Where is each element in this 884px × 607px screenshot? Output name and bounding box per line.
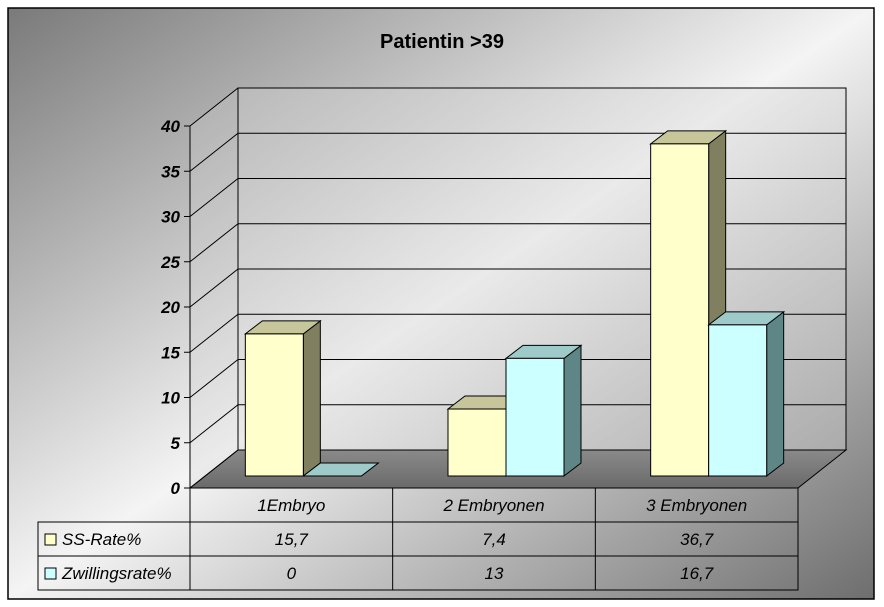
legend-swatch-1 bbox=[44, 533, 57, 546]
data-table: 1Embryo 2 Embryonen 3 Embryonen SS-Rate% 15,… bbox=[37, 487, 799, 591]
bar-front-2-2 bbox=[505, 357, 565, 477]
category-label-3: 3 Embryonen bbox=[646, 496, 747, 515]
y-tick-label-6: 30 bbox=[161, 208, 180, 227]
bar-1-1 bbox=[243, 319, 322, 478]
y-tick-label-8: 40 bbox=[160, 117, 180, 136]
bar-2-3 bbox=[707, 310, 786, 478]
legend-swatch-2 bbox=[44, 567, 57, 580]
y-tick-label-5: 25 bbox=[160, 253, 180, 272]
bar-front-1-2 bbox=[447, 408, 507, 477]
y-tick-label-7: 35 bbox=[161, 162, 180, 181]
bar-side-2-2 bbox=[563, 344, 582, 478]
y-tick-label-1: 5 bbox=[171, 434, 181, 453]
data-label-1-3: 36,7 bbox=[680, 530, 714, 549]
y-tick-label-0: 0 bbox=[171, 479, 181, 498]
y-tick-label-4: 20 bbox=[160, 298, 180, 317]
bar-front-2-3 bbox=[708, 324, 768, 477]
bar-side-1-1 bbox=[302, 319, 321, 478]
category-label-2: 2 Embryonen bbox=[442, 496, 544, 515]
legend-label-2: Zwillingsrate% bbox=[61, 564, 172, 583]
bar-2-2 bbox=[504, 344, 583, 478]
chart-title: Patientin >39 bbox=[380, 31, 504, 53]
y-tick-label-2: 10 bbox=[161, 389, 180, 408]
chart-background bbox=[7, 7, 875, 600]
data-label-1-1: 15,7 bbox=[275, 530, 309, 549]
category-label-1: 1Embryo bbox=[257, 496, 325, 515]
y-axis: 0 5 10 15 20 25 30 35 40 bbox=[160, 88, 239, 498]
bar-front-1-1 bbox=[244, 333, 304, 477]
data-label-2-1: 0 bbox=[287, 564, 297, 583]
legend-label-1: SS-Rate% bbox=[62, 530, 141, 549]
data-label-1-2: 7,4 bbox=[482, 530, 506, 549]
data-label-2-2: 13 bbox=[485, 564, 504, 583]
bars bbox=[243, 129, 786, 478]
bar-front-1-3 bbox=[650, 143, 710, 477]
bar-top-2-1 bbox=[301, 462, 380, 477]
y-tick-label-3: 15 bbox=[161, 343, 180, 362]
bar-2-1 bbox=[301, 462, 380, 477]
bar-1-3 bbox=[649, 129, 728, 478]
data-label-2-3: 16,7 bbox=[680, 564, 714, 583]
bar-side-2-3 bbox=[766, 310, 785, 478]
